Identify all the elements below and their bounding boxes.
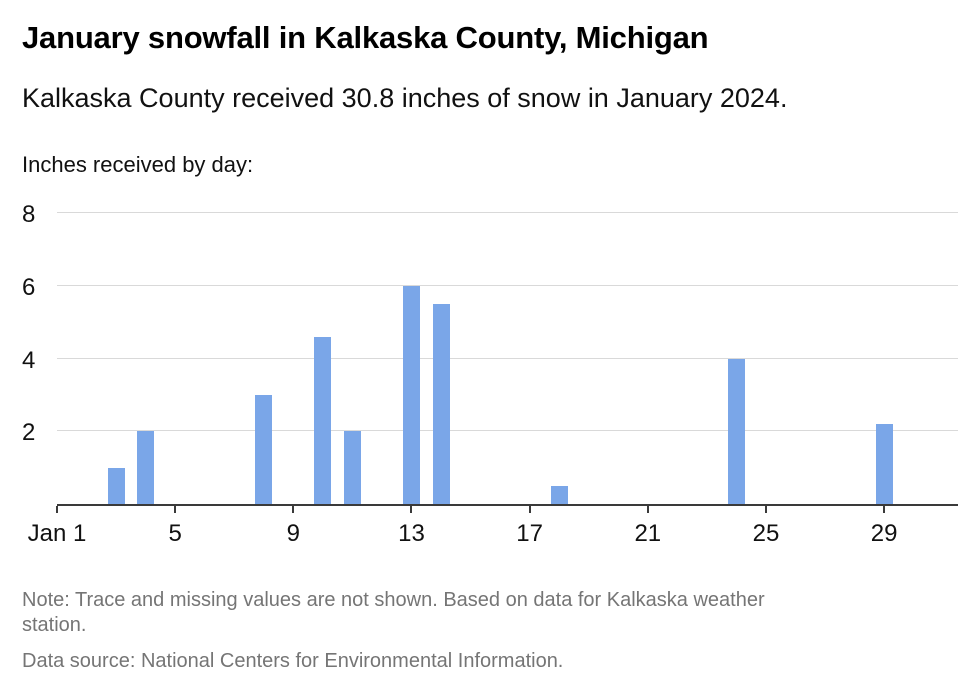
gridline-4 [57, 357, 958, 359]
x-tick-mark-13 [410, 506, 413, 513]
x-tick-mark-1 [56, 506, 58, 513]
bar-jan-4 [137, 431, 155, 504]
bar-jan-14 [432, 303, 450, 504]
x-tick-label-9: 9 [286, 520, 300, 547]
y-axis-title: Inches received by day: [22, 152, 254, 177]
y-tick-label-8: 8 [22, 201, 36, 228]
x-tick-mark-21 [646, 506, 649, 513]
x-tick-mark-17 [528, 506, 531, 513]
x-tick-label-17: 17 [516, 520, 543, 547]
bar-jan-11 [343, 431, 361, 504]
y-tick-label-2: 2 [22, 419, 36, 447]
plot-area: Jan 1 5 9 13 17 21 25 29 [28, 212, 958, 547]
gridline-2 [57, 430, 958, 432]
x-tick-mark-29 [883, 506, 886, 513]
bar-jan-24 [727, 358, 745, 504]
x-tick-label-29: 29 [870, 520, 898, 547]
x-tick-label-13: 13 [398, 520, 425, 547]
bar-jan-29 [875, 423, 893, 504]
x-tick-mark-25 [764, 506, 767, 513]
x-tick-mark-9 [292, 506, 295, 513]
x-tick-label-1: Jan 1 [27, 520, 87, 547]
gridline-6 [57, 284, 958, 286]
x-tick-label-5: 5 [168, 520, 182, 547]
x-tick-label-25: 25 [752, 520, 780, 547]
y-tick-label-6: 6 [22, 273, 36, 301]
bar-jan-13 [402, 285, 420, 504]
x-tick-mark-5 [174, 506, 177, 513]
chart-title: January snowfall in Kalkaska County, Mic… [22, 20, 709, 55]
gridline-8 [57, 212, 958, 213]
chart-source: Data source: National Centers for Enviro… [22, 650, 564, 672]
bar-chart: Jan 1 5 9 13 17 21 25 29 2 4 6 8 [22, 201, 958, 553]
bar-jan-8 [255, 394, 273, 504]
chart-note: Note: Trace and missing values are not s… [22, 589, 765, 636]
bar-jan-18 [550, 485, 568, 504]
x-tick-label-21: 21 [634, 520, 662, 547]
y-tick-label-4: 4 [22, 346, 36, 374]
bar-jan-10 [314, 336, 332, 504]
bar-jan-3 [107, 467, 125, 504]
chart-subtitle: Kalkaska County received 30.8 inches of … [22, 83, 788, 113]
